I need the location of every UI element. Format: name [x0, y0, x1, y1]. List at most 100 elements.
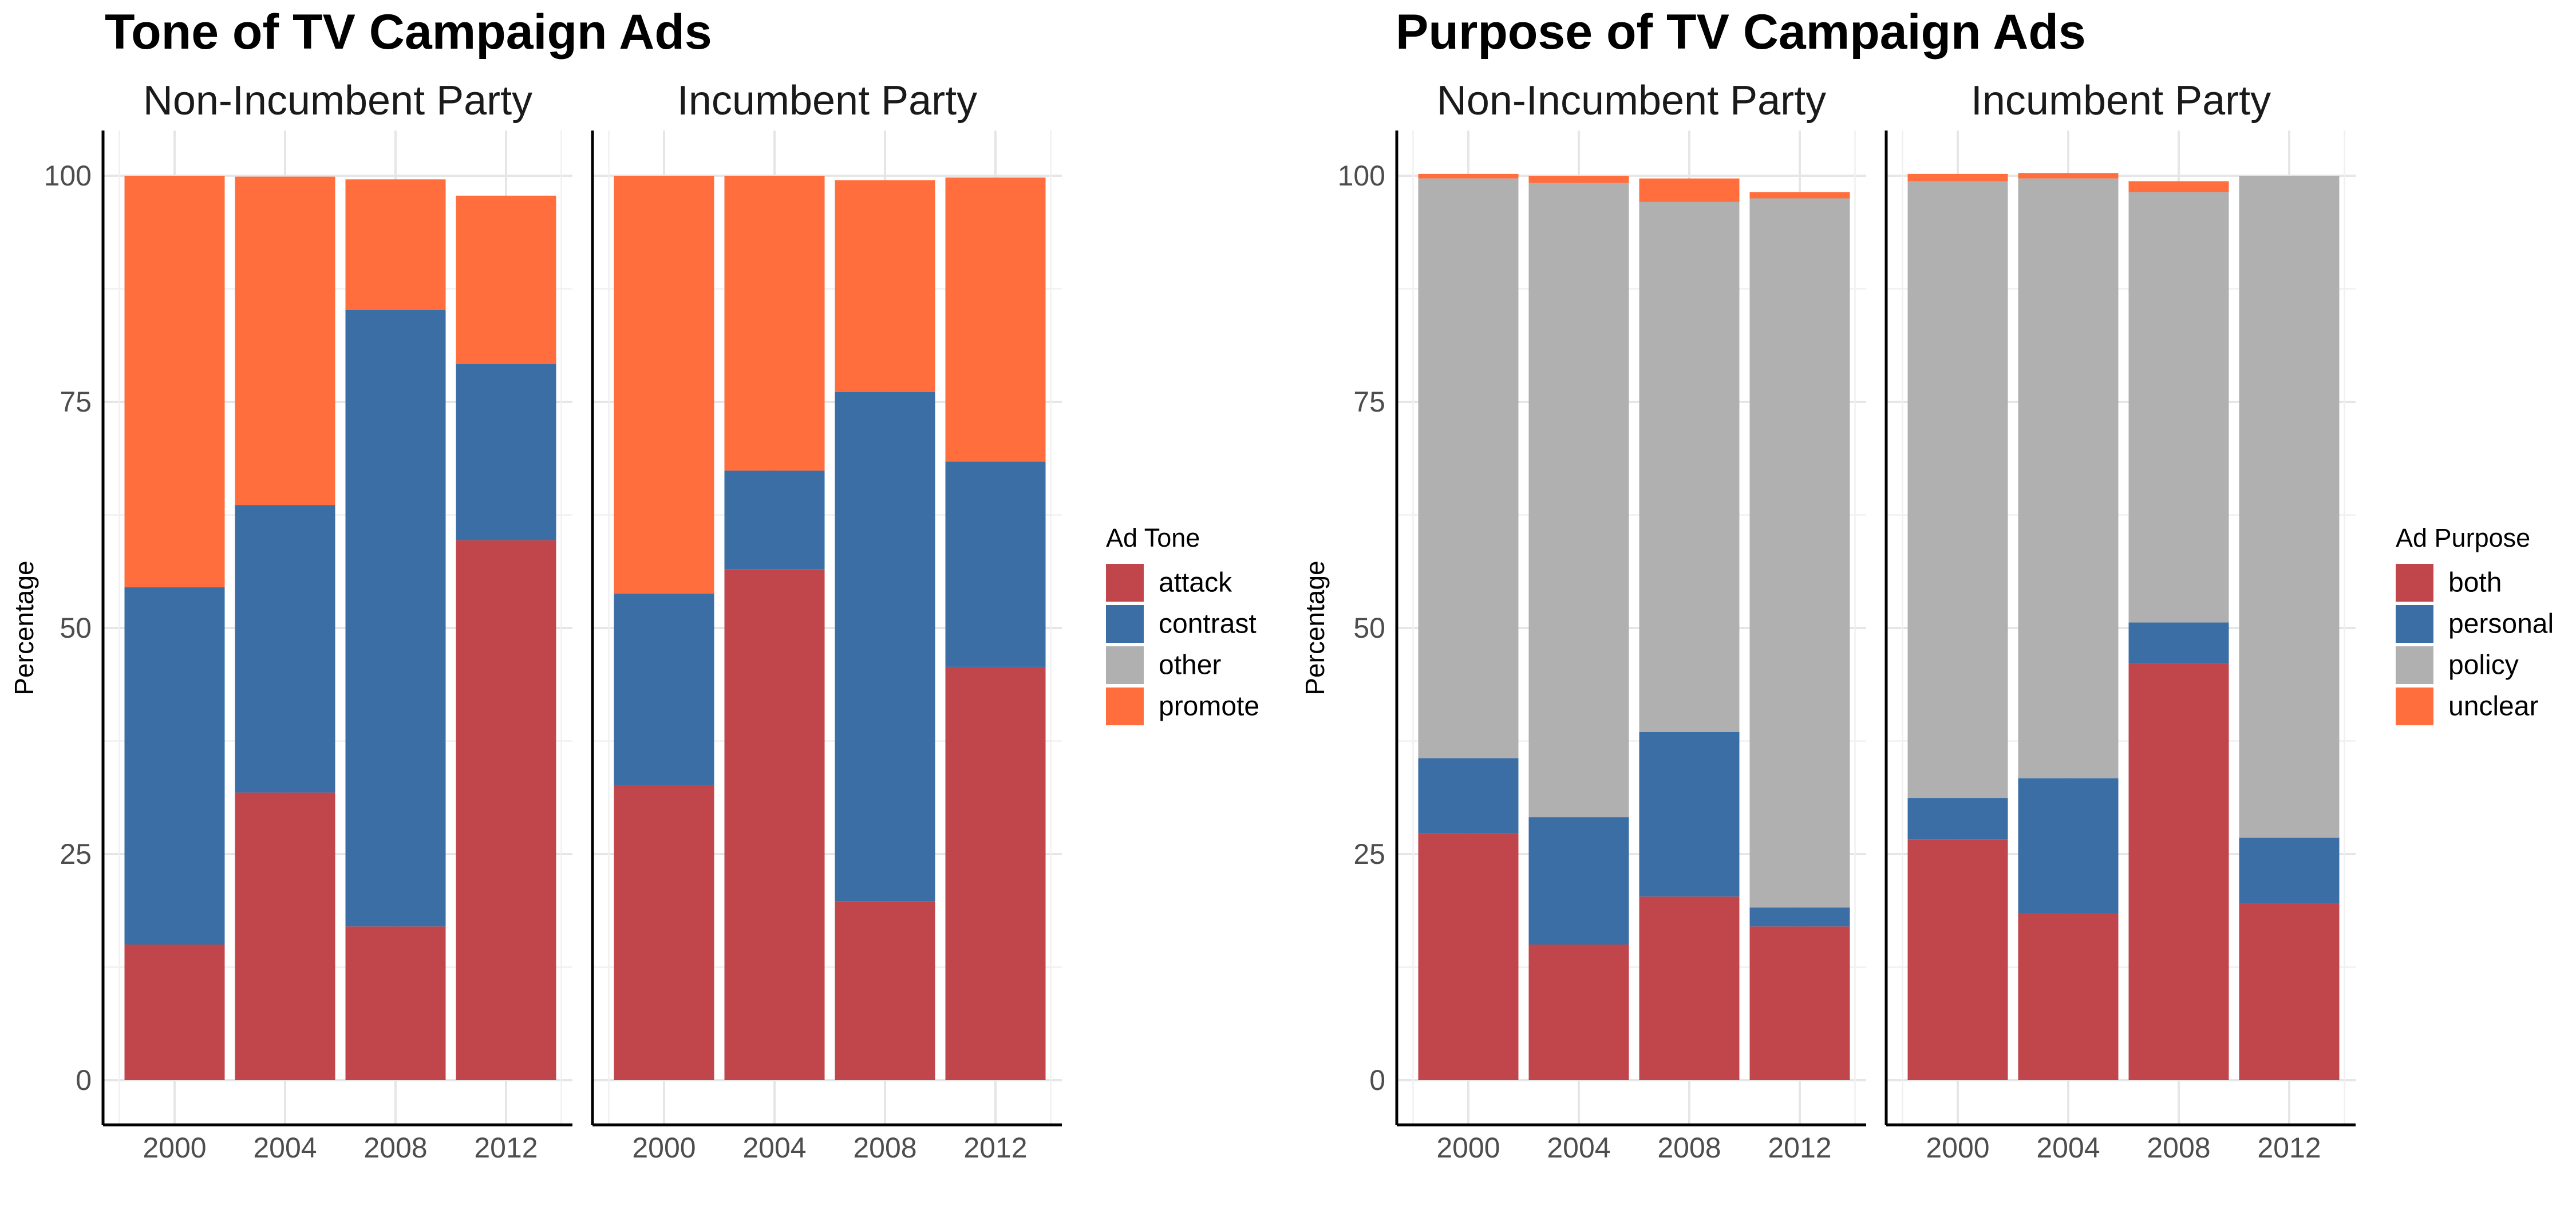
- bar-segment-policy: [1749, 198, 1850, 908]
- bar-segment-both: [1907, 839, 2008, 1080]
- x-tick-label: 2000: [1436, 1132, 1500, 1164]
- legend-swatch-unclear: [2396, 688, 2433, 725]
- x-tick-label: 2008: [1657, 1132, 1721, 1164]
- bar-segment-personal: [2128, 622, 2229, 663]
- legend-swatch-contrast: [1106, 605, 1144, 643]
- bar-segment-unclear: [2018, 173, 2119, 179]
- bar-segment-attack: [614, 785, 714, 1080]
- bar-segment-promote: [124, 176, 225, 587]
- x-tick-label: 2012: [963, 1132, 1027, 1164]
- chart-1: Tone of TV Campaign AdsPercentageNon-Inc…: [9, 5, 1259, 1164]
- bar-segment-contrast: [614, 593, 714, 785]
- bar-segment-policy: [1639, 202, 1740, 732]
- bar-segment-policy: [2239, 176, 2340, 838]
- bar-segment-attack: [124, 945, 225, 1080]
- legend-title: Ad Tone: [1106, 523, 1200, 552]
- y-axis-title: Percentage: [9, 560, 39, 695]
- bar-segment-unclear: [2128, 181, 2229, 192]
- bar-segment-both: [2018, 914, 2119, 1080]
- bar-segment-both: [1639, 896, 1740, 1080]
- y-tick-label: 50: [1353, 612, 1385, 644]
- legend-swatch-personal: [2396, 605, 2433, 643]
- y-tick-label: 25: [1353, 838, 1385, 870]
- bar-segment-contrast: [124, 587, 225, 945]
- bar-segment-promote: [945, 177, 1046, 462]
- x-tick-label: 2012: [474, 1132, 538, 1164]
- facet-panel-2: Incumbent Party 2000 2004 2008 2012: [591, 78, 1062, 1164]
- y-tick-label: 100: [44, 160, 92, 192]
- x-tick-label: 2012: [2257, 1132, 2321, 1164]
- legend-label-personal: personal: [2448, 609, 2554, 639]
- x-tick-label: 2000: [143, 1132, 206, 1164]
- legend-label-unclear: unclear: [2448, 692, 2538, 722]
- bar-segment-personal: [1749, 907, 1850, 927]
- bar-segment-both: [1418, 833, 1519, 1080]
- bar-segment-contrast: [345, 309, 446, 927]
- bar-segment-attack: [835, 901, 935, 1080]
- y-tick-label: 25: [60, 838, 92, 870]
- bar-segment-personal: [2018, 778, 2119, 914]
- legend-label-policy: policy: [2448, 650, 2519, 681]
- legend-label-promote: promote: [1159, 692, 1259, 722]
- bar-segment-promote: [345, 179, 446, 310]
- y-axis-title: Percentage: [1300, 560, 1330, 695]
- bar-segment-personal: [1907, 798, 2008, 840]
- y-tick-label: 75: [60, 386, 92, 418]
- bar-segment-attack: [345, 926, 446, 1080]
- x-tick-label: 2000: [1926, 1132, 1989, 1164]
- bar-segment-contrast: [724, 471, 825, 570]
- bar-segment-unclear: [1639, 178, 1740, 202]
- chart-2: Purpose of TV Campaign Ads Percentage Non-…: [1300, 5, 2554, 1164]
- facet-panel-1: Non-Incumbent Party 2000 2004 2008 2012 0 25 50…: [1338, 78, 1866, 1164]
- bar-segment-personal: [1639, 732, 1740, 897]
- y-tick-label: 50: [60, 612, 92, 644]
- bar-segment-unclear: [1418, 173, 1519, 179]
- bar-segment-contrast: [235, 505, 335, 793]
- legend-swatch-policy: [2396, 646, 2433, 684]
- bar-segment-personal: [1528, 817, 1629, 945]
- chart-title: Tone of TV Campaign Ads: [105, 5, 712, 60]
- y-tick-label: 0: [76, 1064, 92, 1096]
- bar-segment-promote: [456, 195, 556, 364]
- x-tick-label: 2004: [253, 1132, 317, 1164]
- bar-segment-promote: [724, 176, 825, 471]
- legend: Ad Tone attack contrast other promote: [1106, 523, 1259, 725]
- facet-strip-title: Non-Incumbent Party: [143, 78, 532, 124]
- x-tick-label: 2004: [2036, 1132, 2100, 1164]
- x-tick-label: 2004: [1547, 1132, 1610, 1164]
- bar-segment-attack: [724, 569, 825, 1080]
- y-tick-label: 100: [1338, 160, 1385, 192]
- x-tick-label: 2008: [853, 1132, 916, 1164]
- bar-segment-promote: [835, 180, 935, 392]
- legend: Ad Purpose both personal policy unclear: [2396, 523, 2554, 725]
- x-tick-label: 2008: [364, 1132, 427, 1164]
- facet-panel-1: Non-Incumbent Party 2000 2004 2008 2012 0 25 50…: [44, 78, 572, 1164]
- legend-title: Ad Purpose: [2396, 523, 2530, 552]
- legend-swatch-promote: [1106, 688, 1144, 725]
- facet-strip-title: Non-Incumbent Party: [1437, 78, 1826, 124]
- bar-segment-policy: [2128, 192, 2229, 623]
- bar-segment-contrast: [945, 461, 1046, 667]
- bar-segment-policy: [2018, 178, 2119, 779]
- bar-segment-promote: [235, 176, 335, 505]
- bar-segment-both: [2239, 903, 2340, 1080]
- bar-segment-unclear: [1528, 176, 1629, 183]
- bar-segment-contrast: [835, 392, 935, 902]
- bar-segment-promote: [614, 176, 714, 594]
- legend-label-both: both: [2448, 568, 2502, 598]
- legend-swatch-both: [2396, 564, 2433, 602]
- bar-segment-attack: [235, 792, 335, 1080]
- x-tick-label: 2012: [1768, 1132, 1831, 1164]
- bar-segment-policy: [1528, 183, 1629, 817]
- legend-label-contrast: contrast: [1159, 609, 1257, 639]
- y-tick-label: 75: [1353, 386, 1385, 418]
- facet-panel-2: Incumbent Party 2000 2004 2008 2012: [1884, 78, 2356, 1164]
- y-tick-label: 0: [1369, 1064, 1385, 1096]
- chart-title: Purpose of TV Campaign Ads: [1396, 5, 2086, 60]
- legend-swatch-other: [1106, 646, 1144, 684]
- x-tick-label: 2008: [2147, 1132, 2210, 1164]
- bar-segment-personal: [1418, 758, 1519, 833]
- bar-segment-unclear: [1907, 173, 2008, 181]
